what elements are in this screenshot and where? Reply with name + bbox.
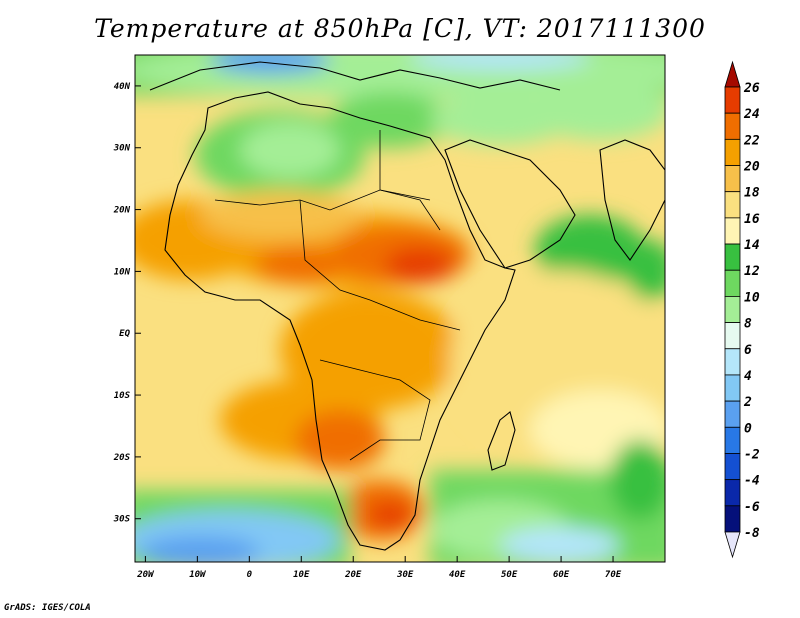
colorbar-bottom-arrow — [724, 531, 741, 559]
colorbar-swatch — [724, 400, 741, 428]
latitude-axis: 40N 30N 20N 10N EQ 10S 20S 30S — [113, 82, 141, 525]
border-1 — [214, 189, 431, 211]
border-4 — [379, 130, 441, 231]
lat-tick-label: 10N — [114, 267, 131, 277]
colorbar-level-label: -8 — [744, 526, 760, 541]
border-3 — [319, 359, 431, 461]
map-title: Temperature at 850hPa [C], VT: 201711130… — [94, 14, 706, 43]
colorbar-swatch — [724, 348, 741, 376]
lon-tick-label: 50E — [501, 570, 518, 580]
colorbar-swatch — [724, 217, 741, 245]
longitude-axis: 20W 10W 0 10E 20E 30E 40E 50E 60E 70E — [136, 556, 622, 580]
lon-tick-label: 60E — [553, 570, 570, 580]
colorbar-level-label: 20 — [743, 160, 760, 175]
india-coastline — [599, 139, 665, 261]
colorbar-level-label: 2 — [743, 395, 752, 410]
arabia-coastline — [444, 139, 576, 269]
lon-tick-label: 0 — [247, 570, 253, 580]
colorbar-swatch — [724, 426, 741, 454]
colorbar-swatch — [724, 479, 741, 507]
lon-tick-label: 10W — [189, 570, 207, 580]
colorbar-level-label: 0 — [744, 421, 752, 436]
lon-tick-label: 20W — [136, 570, 155, 580]
lon-tick-label: 20E — [344, 570, 362, 580]
lat-tick-label: 30N — [113, 144, 131, 154]
colorbar-level-label: -4 — [744, 474, 760, 489]
colorbar-level-label: -6 — [744, 500, 760, 515]
europe-coastline — [149, 61, 561, 91]
colorbar-level-label: 6 — [744, 343, 752, 358]
coastlines — [149, 61, 665, 551]
colorbar-level-label: 10 — [744, 290, 760, 305]
lat-tick-label: 10S — [114, 391, 131, 401]
colorbar-swatch — [724, 269, 741, 297]
colorbar-swatch — [724, 112, 741, 140]
temperature-field — [135, 55, 665, 562]
africa-coastline — [164, 91, 516, 551]
colorbar-level-label: 4 — [744, 369, 752, 384]
colorbar-swatch — [724, 453, 741, 481]
colorbar-level-label: 12 — [744, 264, 760, 279]
madagascar-coastline — [487, 411, 516, 471]
colorbar-swatch — [724, 374, 741, 402]
colorbar-level-label: 24 — [743, 107, 760, 122]
lat-tick-label: 40N — [114, 82, 131, 92]
lon-tick-label: 10E — [293, 570, 310, 580]
lat-tick-label: 20S — [113, 453, 131, 463]
colorbar-swatch — [724, 138, 741, 166]
colorbar-level-label: 14 — [744, 238, 760, 253]
lat-tick-label: 20N — [113, 206, 131, 216]
lon-tick-label: 40E — [449, 570, 466, 580]
colorbar-level-label: 16 — [744, 212, 760, 227]
lat-tick-label: EQ — [119, 329, 130, 339]
colorbar-level-label: -2 — [744, 447, 760, 462]
colorbar-level-label: 8 — [744, 317, 752, 332]
colorbar-swatch — [724, 165, 741, 193]
map-frame — [134, 54, 666, 563]
lon-tick-label: 70E — [605, 570, 622, 580]
colorbar-swatch — [724, 191, 741, 219]
colorbar-swatch — [724, 296, 741, 323]
border-2 — [299, 199, 461, 331]
colorbar-level-label: 26 — [743, 81, 760, 96]
grads-credit: GrADS: IGES/COLA — [4, 603, 91, 613]
colorbar-swatch — [724, 86, 741, 114]
colorbar-swatch — [724, 243, 741, 271]
lon-tick-label: 30E — [396, 570, 414, 580]
colorbar-swatch — [724, 505, 741, 533]
colorbar-swatch — [724, 322, 741, 350]
lat-tick-label: 30S — [113, 515, 131, 525]
colorbar-level-label: 18 — [744, 186, 760, 201]
colorbar-level-label: 22 — [743, 133, 760, 148]
colorbar-top-arrow — [724, 60, 741, 88]
